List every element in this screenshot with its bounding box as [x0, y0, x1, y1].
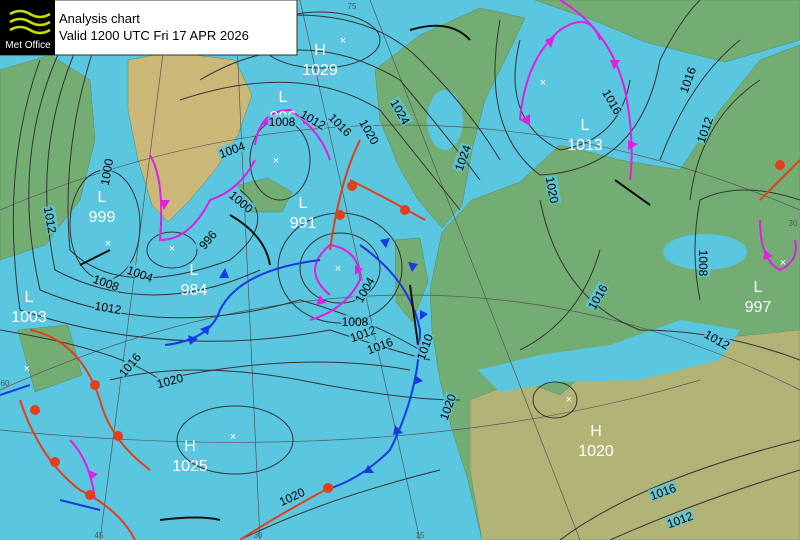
pressure-centre-value: 1003 [11, 309, 47, 326]
pressure-centre-type: L [581, 117, 590, 134]
isobar-label-bg [193, 224, 221, 254]
isobar-label-bg [676, 64, 698, 95]
pressure-centre-value: 1013 [567, 137, 603, 154]
chart-title: Analysis chart [59, 11, 140, 26]
pressure-centre-type: H [184, 438, 196, 455]
isobar-label-bg [341, 315, 369, 327]
isobar-label-bg [97, 156, 115, 187]
isobar-label: 1000 [98, 157, 116, 186]
pressure-centre-value: 984 [181, 282, 208, 299]
header: Met Office Analysis chart Valid 1200 UTC… [0, 0, 298, 56]
isobar-label-bg [357, 116, 383, 147]
isobar-label-bg [600, 86, 626, 117]
centre-cross: × [169, 243, 175, 255]
isobar-label-bg [227, 187, 257, 215]
isobar-label-bg [436, 391, 458, 422]
isobar-label-bg [693, 114, 715, 145]
isobar-label-bg [544, 174, 562, 205]
graticule-label: 60 [1, 379, 10, 388]
pressure-centre-type: L [98, 189, 107, 206]
isobar-label-bg [388, 96, 414, 127]
isobar-label-bg [115, 349, 143, 379]
isobar-label-bg [42, 204, 60, 235]
pressure-centre-value: 1020 [578, 443, 614, 460]
centre-cross: × [780, 257, 786, 269]
centre-cross: × [24, 363, 30, 375]
pressure-centre-type: L [25, 289, 34, 306]
isobar-label-bg [298, 106, 329, 132]
pressure-centre-value: 991 [290, 215, 317, 232]
pressure-centre-value: 1025 [172, 458, 208, 475]
isobar-label-bg [216, 138, 247, 160]
pressure-centre-type: L [190, 262, 199, 279]
graticule-label: 30 [254, 531, 263, 540]
isobar-label-bg [268, 115, 296, 127]
graticule-label: 15 [416, 531, 425, 540]
isobar-label: 1008 [342, 315, 369, 329]
isobar-label: 1008 [269, 115, 296, 129]
pressure-centre-value: 1029 [302, 62, 338, 79]
isobar-label: 1012 [94, 299, 123, 317]
isobar-label-bg [584, 281, 610, 312]
valid-time: Valid 1200 UTC Fri 17 APR 2026 [59, 28, 249, 43]
pressure-centre-type: L [754, 279, 763, 296]
isobar-label-bg [91, 271, 122, 293]
isobar-label: 1008 [696, 250, 710, 277]
centre-cross: × [566, 394, 572, 406]
graticule-label: 30 [789, 219, 798, 228]
isobar-label: 1020 [543, 176, 561, 205]
isobar-label-bg [276, 484, 307, 508]
logo-text: Met Office [5, 40, 51, 51]
isobar-label-bg [347, 322, 378, 344]
pressure-centre-value: 999 [89, 209, 116, 226]
centre-cross: × [105, 238, 111, 250]
centre-cross: × [540, 77, 546, 89]
isobar-label-bg [702, 326, 733, 352]
pressure-centre-type: H [590, 423, 602, 440]
centre-cross: × [273, 155, 279, 167]
graticule-label: 45 [95, 531, 104, 540]
isobar-label-bg [93, 298, 124, 316]
centre-cross: × [340, 35, 346, 47]
centre-cross: × [335, 263, 341, 275]
pressure-centre-type: L [299, 195, 308, 212]
isobar-label-bg [664, 508, 695, 530]
pressure-centre-type: L [279, 89, 288, 106]
isobar-label: 1020 [155, 371, 185, 392]
isobar-label-bg [364, 334, 395, 356]
isobar-label-bg [326, 110, 355, 139]
isobar-label-bg [413, 331, 435, 362]
pressure-centre-value: 997 [745, 299, 772, 316]
isobar-label-bg [154, 370, 185, 390]
pressure-centre-type: H [314, 42, 326, 59]
graticule-label: 75 [348, 2, 357, 11]
isobar-label: 1012 [41, 206, 59, 235]
centre-cross: × [230, 431, 236, 443]
isobar-label-bg [125, 262, 156, 284]
isobar-label-bg [351, 274, 377, 305]
isobar-label-bg [647, 480, 678, 502]
isobar-label-bg [698, 249, 710, 277]
isobar-label-bg [451, 142, 473, 173]
